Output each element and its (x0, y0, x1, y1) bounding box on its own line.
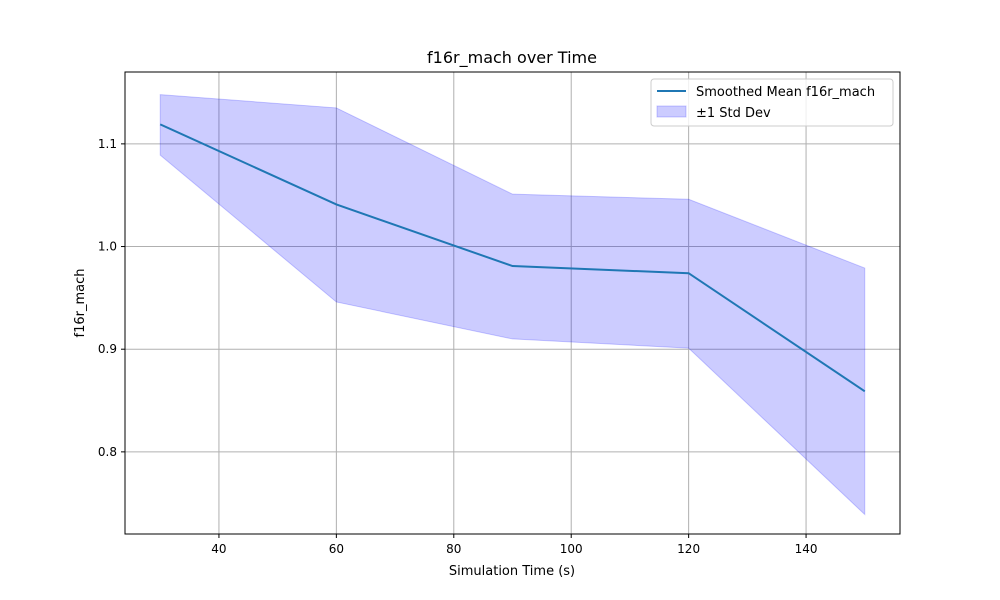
x-tick-label: 60 (329, 542, 344, 556)
x-axis-label: Simulation Time (s) (449, 564, 575, 579)
std-dev-band-layer (159, 94, 866, 516)
x-tick-label: 120 (677, 542, 700, 556)
legend-label-std: ±1 Std Dev (696, 106, 771, 121)
x-tick-label: 40 (211, 542, 226, 556)
legend-band-swatch (656, 105, 687, 118)
y-tick-label: 1.0 (98, 240, 117, 254)
y-tick-label: 0.9 (98, 342, 117, 356)
legend-label-mean: Smoothed Mean f16r_mach (696, 85, 875, 100)
x-axis: 40 60 80 100 120 140 (211, 534, 818, 556)
y-tick-label: 1.1 (98, 137, 117, 151)
plot-frame (124, 71, 901, 535)
legend: Smoothed Mean f16r_mach ±1 Std Dev (650, 78, 894, 127)
y-axis: 0.8 0.9 1.0 1.1 (98, 137, 125, 459)
mean-line-layer (159, 123, 866, 393)
x-tick-label: 140 (795, 542, 818, 556)
std-dev-band (159, 94, 866, 516)
y-axis-label: f16r_mach (73, 269, 88, 338)
x-tick-label: 100 (560, 542, 583, 556)
x-tick-label: 80 (446, 542, 461, 556)
chart-title: f16r_mach over Time (427, 48, 597, 68)
grid (125, 72, 900, 534)
y-tick-label: 0.8 (98, 445, 117, 459)
legend-box (650, 78, 894, 127)
